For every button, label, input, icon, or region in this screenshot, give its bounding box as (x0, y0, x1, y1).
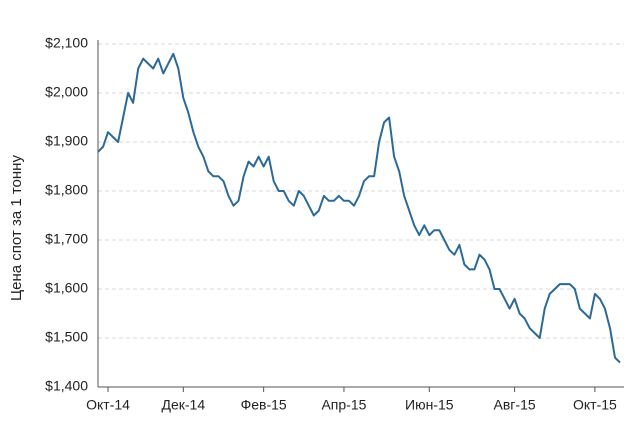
y-tick-label: $1,500 (45, 329, 88, 345)
x-tick-label: Апр-15 (321, 397, 366, 413)
x-tick-label: Фев-15 (241, 397, 287, 413)
x-tick-label: Окт-14 (86, 397, 130, 413)
y-tick-label: $1,800 (45, 182, 88, 198)
x-tick-label: Июн-15 (405, 397, 454, 413)
y-tick-label: $2,100 (45, 35, 88, 51)
x-tick-label: Окт-15 (573, 397, 617, 413)
y-tick-label: $1,600 (45, 280, 88, 296)
x-tick-label: Дек-14 (162, 397, 206, 413)
y-tick-label: $2,000 (45, 84, 88, 100)
line (97, 52, 621, 364)
y-axis-label: Цена спот за 1 тонну (8, 155, 25, 301)
x-tick-label: Авг-15 (494, 397, 536, 413)
y-tick-label: $1,400 (45, 378, 88, 394)
y-tick-label: $1,700 (45, 231, 88, 247)
y-tick-label: $1,900 (45, 133, 88, 149)
